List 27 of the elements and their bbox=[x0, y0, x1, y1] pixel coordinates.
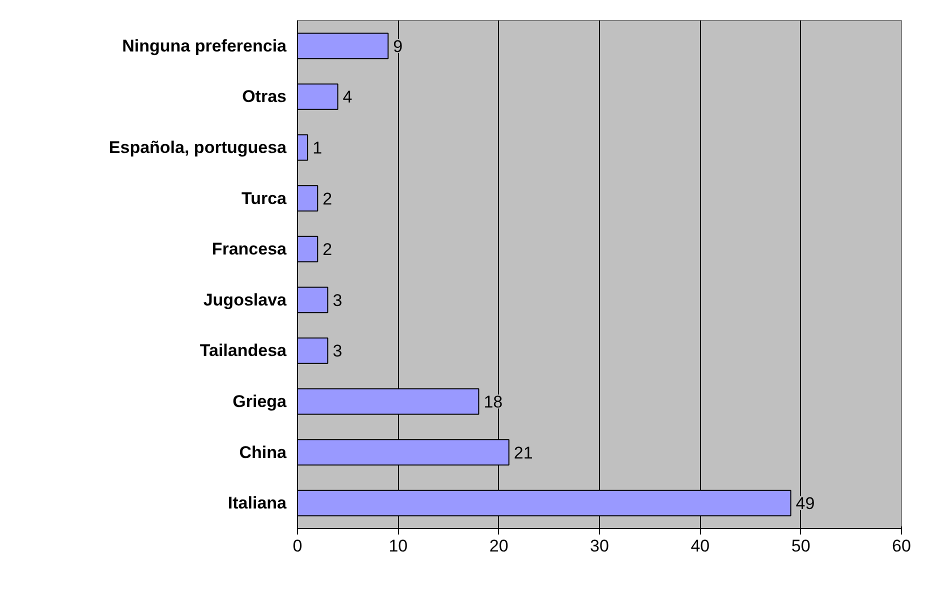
y-tick-label: Otras bbox=[242, 87, 287, 106]
x-tick-label: 30 bbox=[590, 536, 609, 556]
y-tick-label: Turca bbox=[241, 188, 288, 208]
data-label: 3 bbox=[332, 290, 342, 310]
x-tick-label: 10 bbox=[388, 536, 408, 556]
x-tick-label: 40 bbox=[690, 536, 710, 556]
data-label: 2 bbox=[322, 240, 332, 260]
y-tick-label: Española, portuguesa bbox=[108, 138, 288, 157]
data-label: 2 bbox=[322, 189, 332, 208]
y-tick-label: Ninguna preferencia bbox=[122, 36, 288, 56]
x-tick-label: 0 bbox=[292, 536, 302, 556]
x-tick-label: 60 bbox=[892, 536, 911, 556]
y-tick-label: China bbox=[239, 442, 288, 462]
x-tick-label: 50 bbox=[791, 536, 810, 556]
y-tick-label: Francesa bbox=[212, 240, 288, 259]
y-tick-label: Tailandesa bbox=[200, 341, 288, 360]
y-tick-label: Griega bbox=[232, 392, 288, 411]
x-tick-label: 20 bbox=[489, 536, 508, 556]
y-tick-label: Italiana bbox=[228, 494, 288, 513]
data-label: 9 bbox=[393, 36, 403, 56]
data-label: 18 bbox=[484, 392, 503, 412]
data-label: 21 bbox=[514, 443, 533, 462]
data-label: 1 bbox=[312, 138, 322, 158]
data-label: 49 bbox=[796, 494, 815, 514]
data-label: 3 bbox=[332, 342, 342, 361]
y-tick-label: Jugoslava bbox=[203, 290, 288, 310]
data-label: 4 bbox=[342, 88, 352, 107]
